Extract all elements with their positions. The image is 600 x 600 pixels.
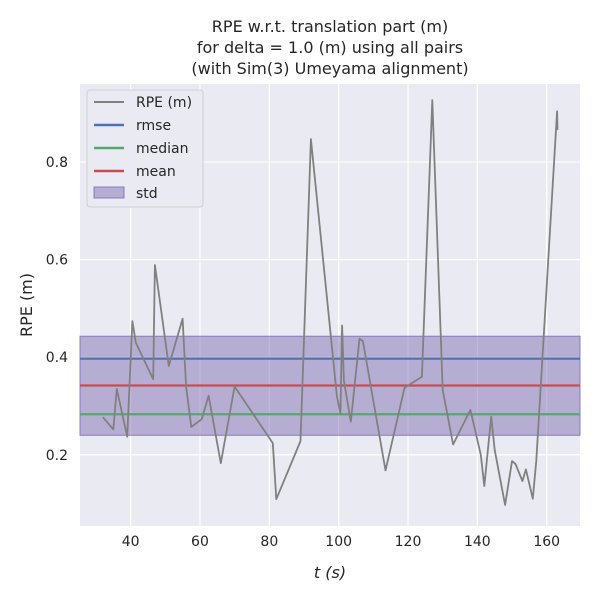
- x-tick-label: 100: [325, 534, 352, 550]
- chart-title-line-1: RPE w.r.t. translation part (m): [212, 17, 448, 36]
- y-tick-label: 0.4: [46, 350, 68, 366]
- legend-label-rmse: rmse: [136, 118, 171, 134]
- chart-title-line-3: (with Sim(3) Umeyama alignment): [191, 59, 468, 78]
- y-axis-label: RPE (m): [17, 273, 36, 337]
- chart-legend: RPE (m) rmse median mean std: [86, 89, 204, 208]
- stat-lines-layer: [80, 357, 580, 416]
- tick-labels: 40 60 80 100 120 140 160 0.2 0.4 0.6 0.8: [46, 155, 560, 550]
- legend-swatch-std: [93, 186, 125, 199]
- x-axis-label: t (s): [314, 563, 346, 582]
- x-tick-label: 80: [260, 534, 278, 550]
- x-tick-label: 60: [191, 534, 209, 550]
- rpe-series-layer: [102, 99, 559, 506]
- legend-label-median: median: [136, 141, 188, 157]
- y-tick-label: 0.2: [46, 448, 68, 464]
- legend-label-mean: mean: [136, 164, 176, 180]
- chart-title-line-2: for delta = 1.0 (m) using all pairs: [197, 38, 463, 57]
- y-tick-label: 0.6: [46, 253, 68, 269]
- x-tick-label: 140: [464, 534, 491, 550]
- legend-box: [86, 89, 204, 208]
- legend-label-std: std: [136, 186, 158, 202]
- legend-label-rpe: RPE (m): [136, 95, 192, 111]
- x-tick-label: 160: [533, 534, 560, 550]
- x-tick-label: 120: [395, 534, 422, 550]
- rpe-series-line: [102, 99, 559, 506]
- y-tick-label: 0.8: [46, 155, 68, 171]
- x-tick-label: 40: [122, 534, 140, 550]
